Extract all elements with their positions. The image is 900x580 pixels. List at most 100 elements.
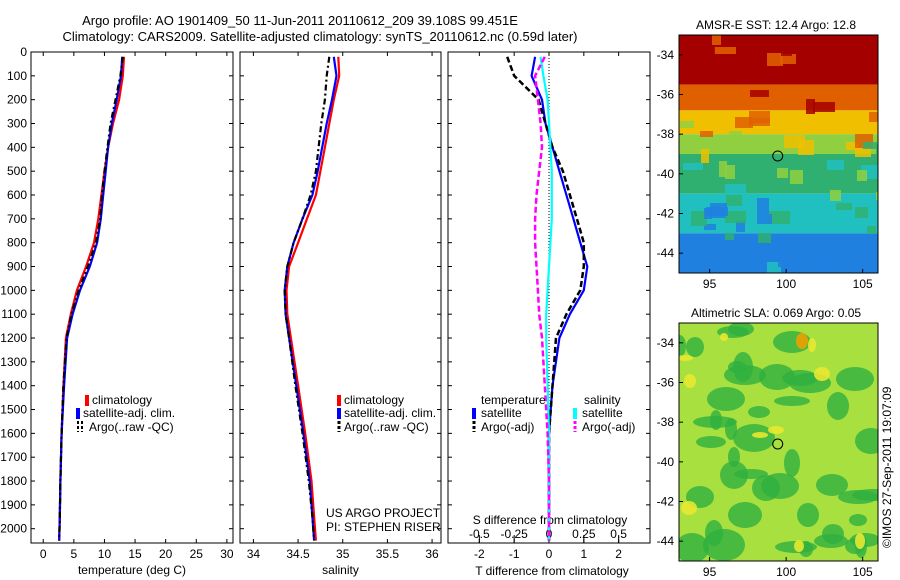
sst-patch: [876, 192, 878, 200]
depth-tick-label: 600: [7, 188, 27, 202]
sst-patch: [725, 165, 735, 179]
depth-tick-label: 200: [7, 93, 27, 107]
sst-patch: [869, 112, 878, 122]
depth-tick-label: 1200: [0, 331, 27, 345]
sst-patch: [767, 53, 783, 66]
series-line-salinity-argo-adj-: [533, 56, 551, 541]
temperature-legend: climatology satellite-adj. clim. Argo(..…: [76, 393, 175, 434]
sst-patch: [749, 111, 770, 123]
sst-patch: [701, 149, 709, 163]
x-tick-label: 5: [71, 547, 78, 561]
sst-patch: [757, 198, 769, 214]
sst-patch: [857, 170, 867, 181]
sst-band: [679, 134, 878, 154]
depth-tick-label: 1700: [0, 450, 27, 464]
sst-patch: [806, 99, 815, 114]
x-tick-label: 1: [580, 547, 587, 561]
legend-temp-argo: Argo(-adj): [481, 420, 534, 434]
lat-tick-label: -44: [657, 534, 675, 548]
sla-high: [752, 432, 768, 438]
sst-patch: [827, 160, 844, 170]
series-line-satellite-adj-clim-: [58, 56, 124, 541]
sst-patch: [683, 163, 703, 170]
depth-tick-label: 0: [20, 45, 27, 59]
x-tick-label: 34: [247, 547, 261, 561]
depth-tick-label: 1800: [0, 474, 27, 488]
sla-blob: [707, 387, 745, 411]
plot-frame: [30, 51, 234, 544]
depth-tick-label: 1600: [0, 426, 27, 440]
sla-high: [681, 501, 697, 515]
salinity-panel: 34 34.5 35 35.5 36 salinity: [239, 51, 442, 577]
difference-legend: temperature salinity satellite satellite…: [472, 393, 635, 434]
legend-argo: Argo(..raw -QC): [89, 420, 174, 434]
legend-swatch-temp-satellite: [472, 408, 476, 419]
sst-patch: [781, 43, 792, 56]
depth-tick-label: 400: [7, 140, 27, 154]
temperature-panel: 0 5 10 15 20 25 30 temperature (deg C): [30, 51, 234, 577]
depth-axis-labels: 0 100 200 300 400 500 600 700 800 900 1000 1100 1200…: [0, 45, 27, 536]
sla-map-title: Altimetric SLA: 0.069 Argo: 0.05: [691, 306, 861, 320]
depth-tick-label: 300: [7, 117, 27, 131]
x-tick-label: 0: [546, 547, 553, 561]
figure-title-line2: Climatology: CARS2009. Satellite-adjuste…: [63, 29, 578, 44]
sst-patch: [725, 211, 746, 223]
x-axis-label: T difference from climatology: [475, 564, 629, 578]
lat-tick-label: -34: [657, 48, 675, 62]
x-axis-label: salinity: [322, 563, 359, 577]
lon-tick-label: 105: [853, 277, 873, 291]
sla-blob: [836, 367, 874, 391]
depth-tick-label: 800: [7, 236, 27, 250]
sst-patch: [827, 66, 846, 81]
lon-tick-label: 95: [703, 565, 717, 579]
sla-blob: [759, 364, 795, 390]
sst-patch: [757, 214, 772, 224]
lat-tick-label: -38: [657, 127, 675, 141]
sla-blob: [679, 533, 709, 561]
lat-tick-label: -36: [657, 88, 675, 102]
sla-blob: [693, 416, 737, 428]
lon-tick-label: 95: [703, 277, 717, 291]
argo-position-marker: [772, 438, 784, 450]
sst-patch: [872, 256, 878, 268]
sst-patch: [719, 161, 727, 177]
legend-satellite: satellite-adj. clim.: [344, 406, 436, 420]
legend-swatch-satellite: [76, 408, 80, 419]
legend-satellite: satellite-adj. clim.: [83, 406, 175, 420]
x-tick-label: 20: [159, 547, 173, 561]
sla-high: [720, 333, 728, 341]
s-tick-label: -0.5: [469, 527, 490, 541]
map-field: [679, 35, 878, 273]
x-tick-label: -1: [509, 547, 520, 561]
sla-blob: [816, 474, 848, 496]
sst-patch: [725, 233, 734, 240]
depth-tick-label: 700: [7, 212, 27, 226]
sst-patch: [876, 144, 878, 155]
depth-tick-label: 2000: [0, 522, 27, 536]
credit-line1: US ARGO PROJECT: [326, 506, 441, 520]
sst-patch: [700, 131, 713, 137]
map-frame: [678, 322, 879, 562]
legend-sal-argo: Argo(-adj): [582, 420, 635, 434]
sla-map: -34 -36 -38 -40 -42 -44 95 100 105: [657, 322, 879, 579]
legend-swatch-sal-satellite: [573, 408, 577, 419]
sst-patch: [691, 211, 707, 226]
x-tick-label: 2: [615, 547, 622, 561]
series-line-climatology: [285, 56, 341, 541]
depth-tick-label: 1400: [0, 379, 27, 393]
sst-patch: [680, 121, 694, 128]
sst-patch: [777, 168, 788, 178]
depth-tick-label: 500: [7, 164, 27, 178]
lat-tick-label: -34: [657, 336, 675, 350]
depth-tick-label: 1900: [0, 498, 27, 512]
depth-tick-label: 1100: [1, 307, 27, 321]
sla-blob: [703, 529, 745, 561]
sst-patch: [750, 90, 769, 97]
sst-patch: [696, 69, 717, 83]
sla-blob: [761, 473, 799, 499]
sla-blob: [852, 489, 878, 501]
sst-patch: [846, 142, 858, 150]
sst-patch: [790, 170, 803, 184]
sla-blob: [686, 337, 704, 357]
